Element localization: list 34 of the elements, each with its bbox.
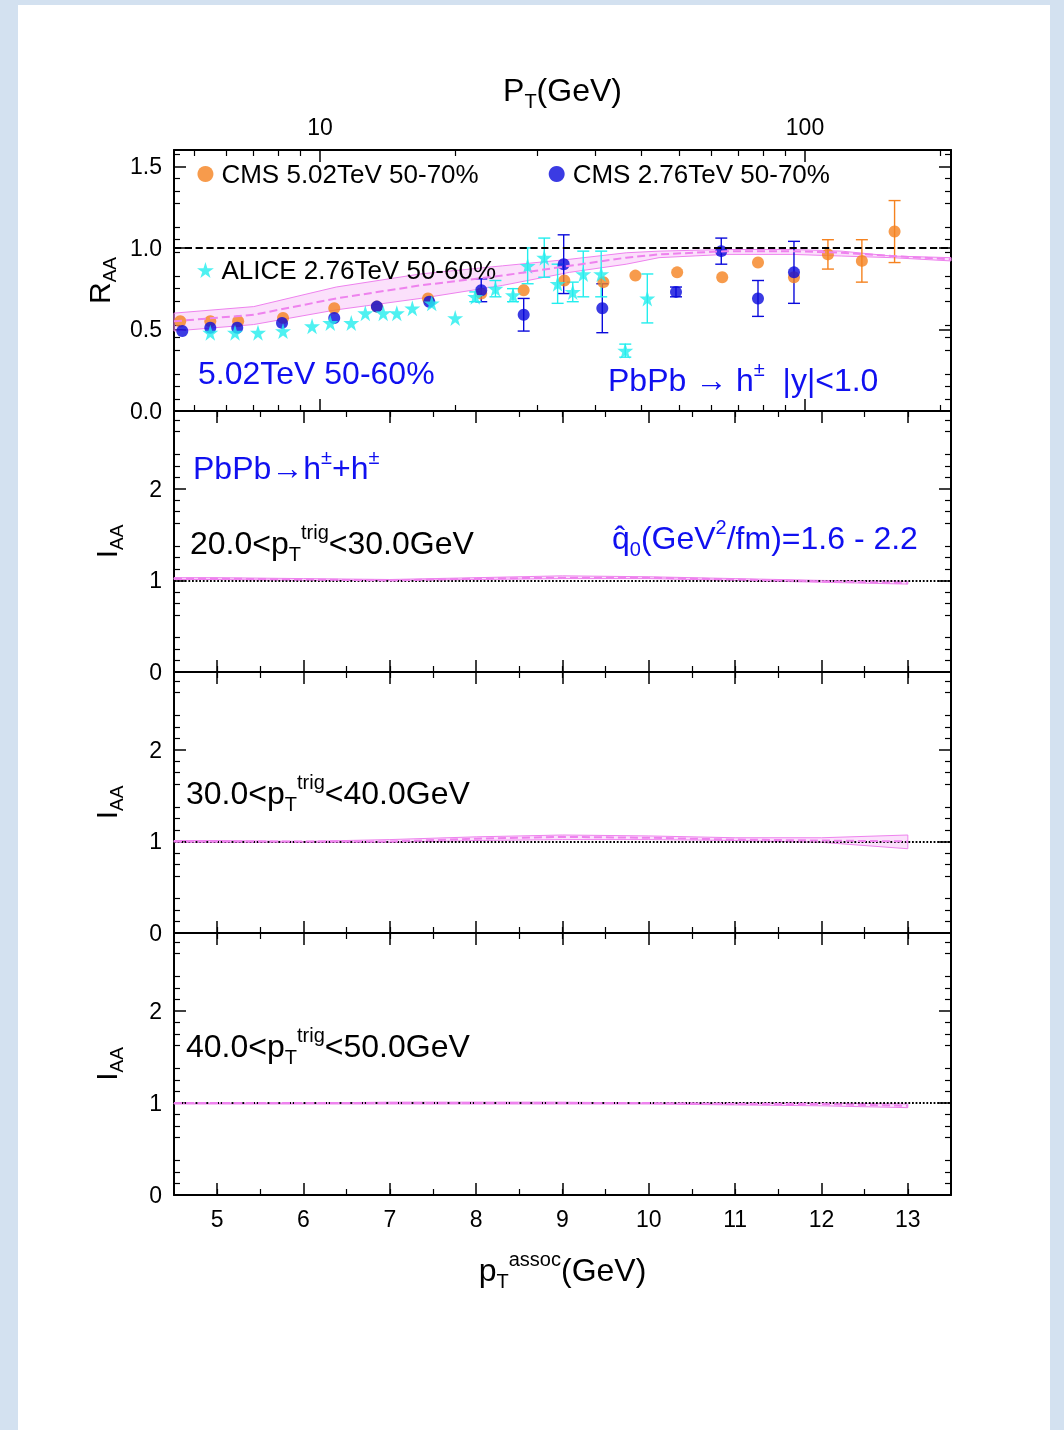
x-tick-label: 100 xyxy=(785,113,825,140)
y-tick-label: 1.5 xyxy=(130,153,162,180)
y-tick-label: 0 xyxy=(149,1182,162,1208)
y-axis-title: RAA xyxy=(83,256,121,305)
x-tick-label: 9 xyxy=(556,1205,569,1232)
y-axis-title: IAA xyxy=(90,785,127,820)
x-tick-label: 11 xyxy=(723,1205,748,1232)
y-axis-title: IAA xyxy=(90,524,127,559)
x-tick-label: 6 xyxy=(297,1205,310,1232)
x-tick-label: 10 xyxy=(307,113,333,140)
annotation: PbPb→h±+h± xyxy=(193,446,380,486)
y-tick-label: 2 xyxy=(149,998,162,1025)
x-tick-label: 7 xyxy=(383,1205,397,1232)
y-tick-label: 2 xyxy=(149,736,162,763)
x-tick-label: 5 xyxy=(210,1205,224,1232)
legend-label: ALICE 2.76TeV 50-60% xyxy=(221,255,497,285)
y-tick-label: 1 xyxy=(149,567,162,594)
y-tick-label: 0 xyxy=(149,659,162,685)
y-tick-label: 1 xyxy=(149,1090,162,1117)
legend-label: CMS 5.02TeV 50-70% xyxy=(221,159,479,189)
y-tick-label: 0.0 xyxy=(130,398,162,424)
y-tick-label: 1.0 xyxy=(130,234,162,261)
x-tick-label: 12 xyxy=(808,1205,835,1232)
annotation: 5.02TeV 50-60% xyxy=(198,355,435,391)
x-tick-label: 10 xyxy=(636,1205,662,1232)
y-tick-label: 1 xyxy=(149,828,162,855)
y-tick-label: 2 xyxy=(149,475,162,502)
y-axis-title: IAA xyxy=(90,1046,127,1081)
legend-label: CMS 2.76TeV 50-70% xyxy=(572,159,830,189)
x-tick-label: 13 xyxy=(895,1205,921,1232)
annotation: PbPb → h± |y|<1.0 xyxy=(608,358,879,398)
x-tick-label: 8 xyxy=(469,1205,483,1232)
y-tick-label: 0.5 xyxy=(130,316,162,343)
y-tick-label: 0 xyxy=(149,920,162,946)
